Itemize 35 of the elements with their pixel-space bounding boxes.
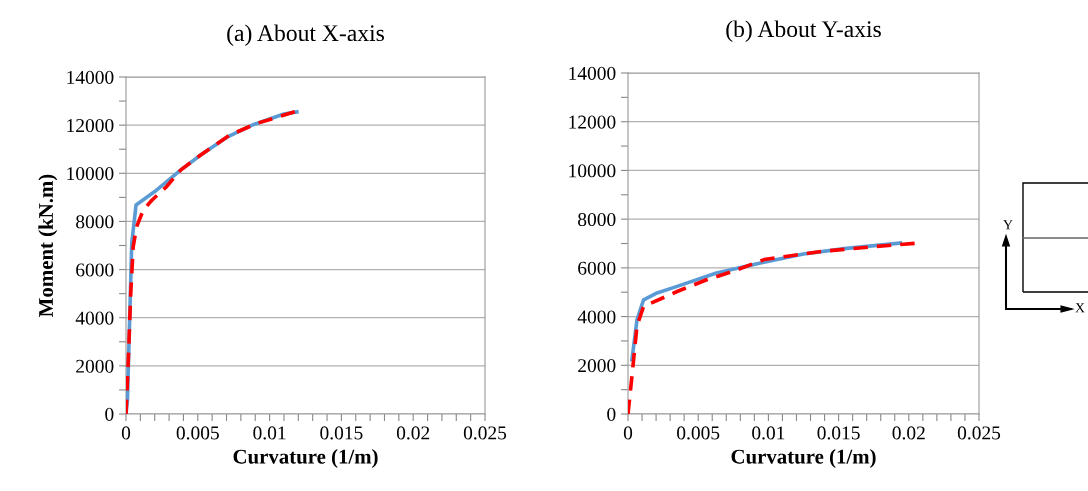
x-tick-label: 0.01 [752,426,785,440]
y-tick-label: 6000 [578,261,616,275]
y-tick-label: 2000 [76,359,114,373]
y-tick-label: 12000 [67,118,114,133]
y-tick-label: 2000 [578,359,616,373]
chart-title: (a) About X-axis [227,24,384,46]
x-tick-label: 0.02 [892,426,925,440]
text: Y [1003,220,1013,230]
x-tick-label: 0.015 [817,426,860,440]
chart-title: (b) About Y-axis [726,20,881,42]
y-tick-label: 6000 [76,263,114,277]
y-tick-label: 4000 [75,311,114,325]
x-axis-title: Curvature (1/m) [731,448,876,468]
x-axis-title: Curvature (1/m) [233,448,378,468]
x-tick-label: 0.025 [463,426,507,440]
y-tick-label: 12000 [569,115,616,129]
x-tick-label: 0.01 [253,426,286,440]
y-tick-label: 0 [607,407,616,421]
x-tick-label: 0.02 [396,426,430,440]
y-axis-title: Moment (kN.m) [38,174,58,317]
x-tick-label: 0.005 [176,426,219,440]
x-tick-label: 0 [121,426,131,440]
y-tick-label: 0 [105,407,114,421]
x-tick-label: 0.015 [320,426,363,440]
x-tick-label: 0 [623,426,633,440]
y-tick-label: 10000 [67,167,114,181]
y-tick-label: 8000 [76,215,114,229]
y-tick-label: 4000 [577,310,616,324]
y-tick-label: 14000 [569,66,616,80]
y-tick-label: 8000 [578,212,616,227]
y-tick-label: 14000 [67,70,114,84]
y-tick-label: 10000 [569,164,616,178]
x-tick-label: 0.005 [677,426,720,440]
x-tick-label: 0.025 [957,426,1001,440]
text: X [1075,303,1085,313]
